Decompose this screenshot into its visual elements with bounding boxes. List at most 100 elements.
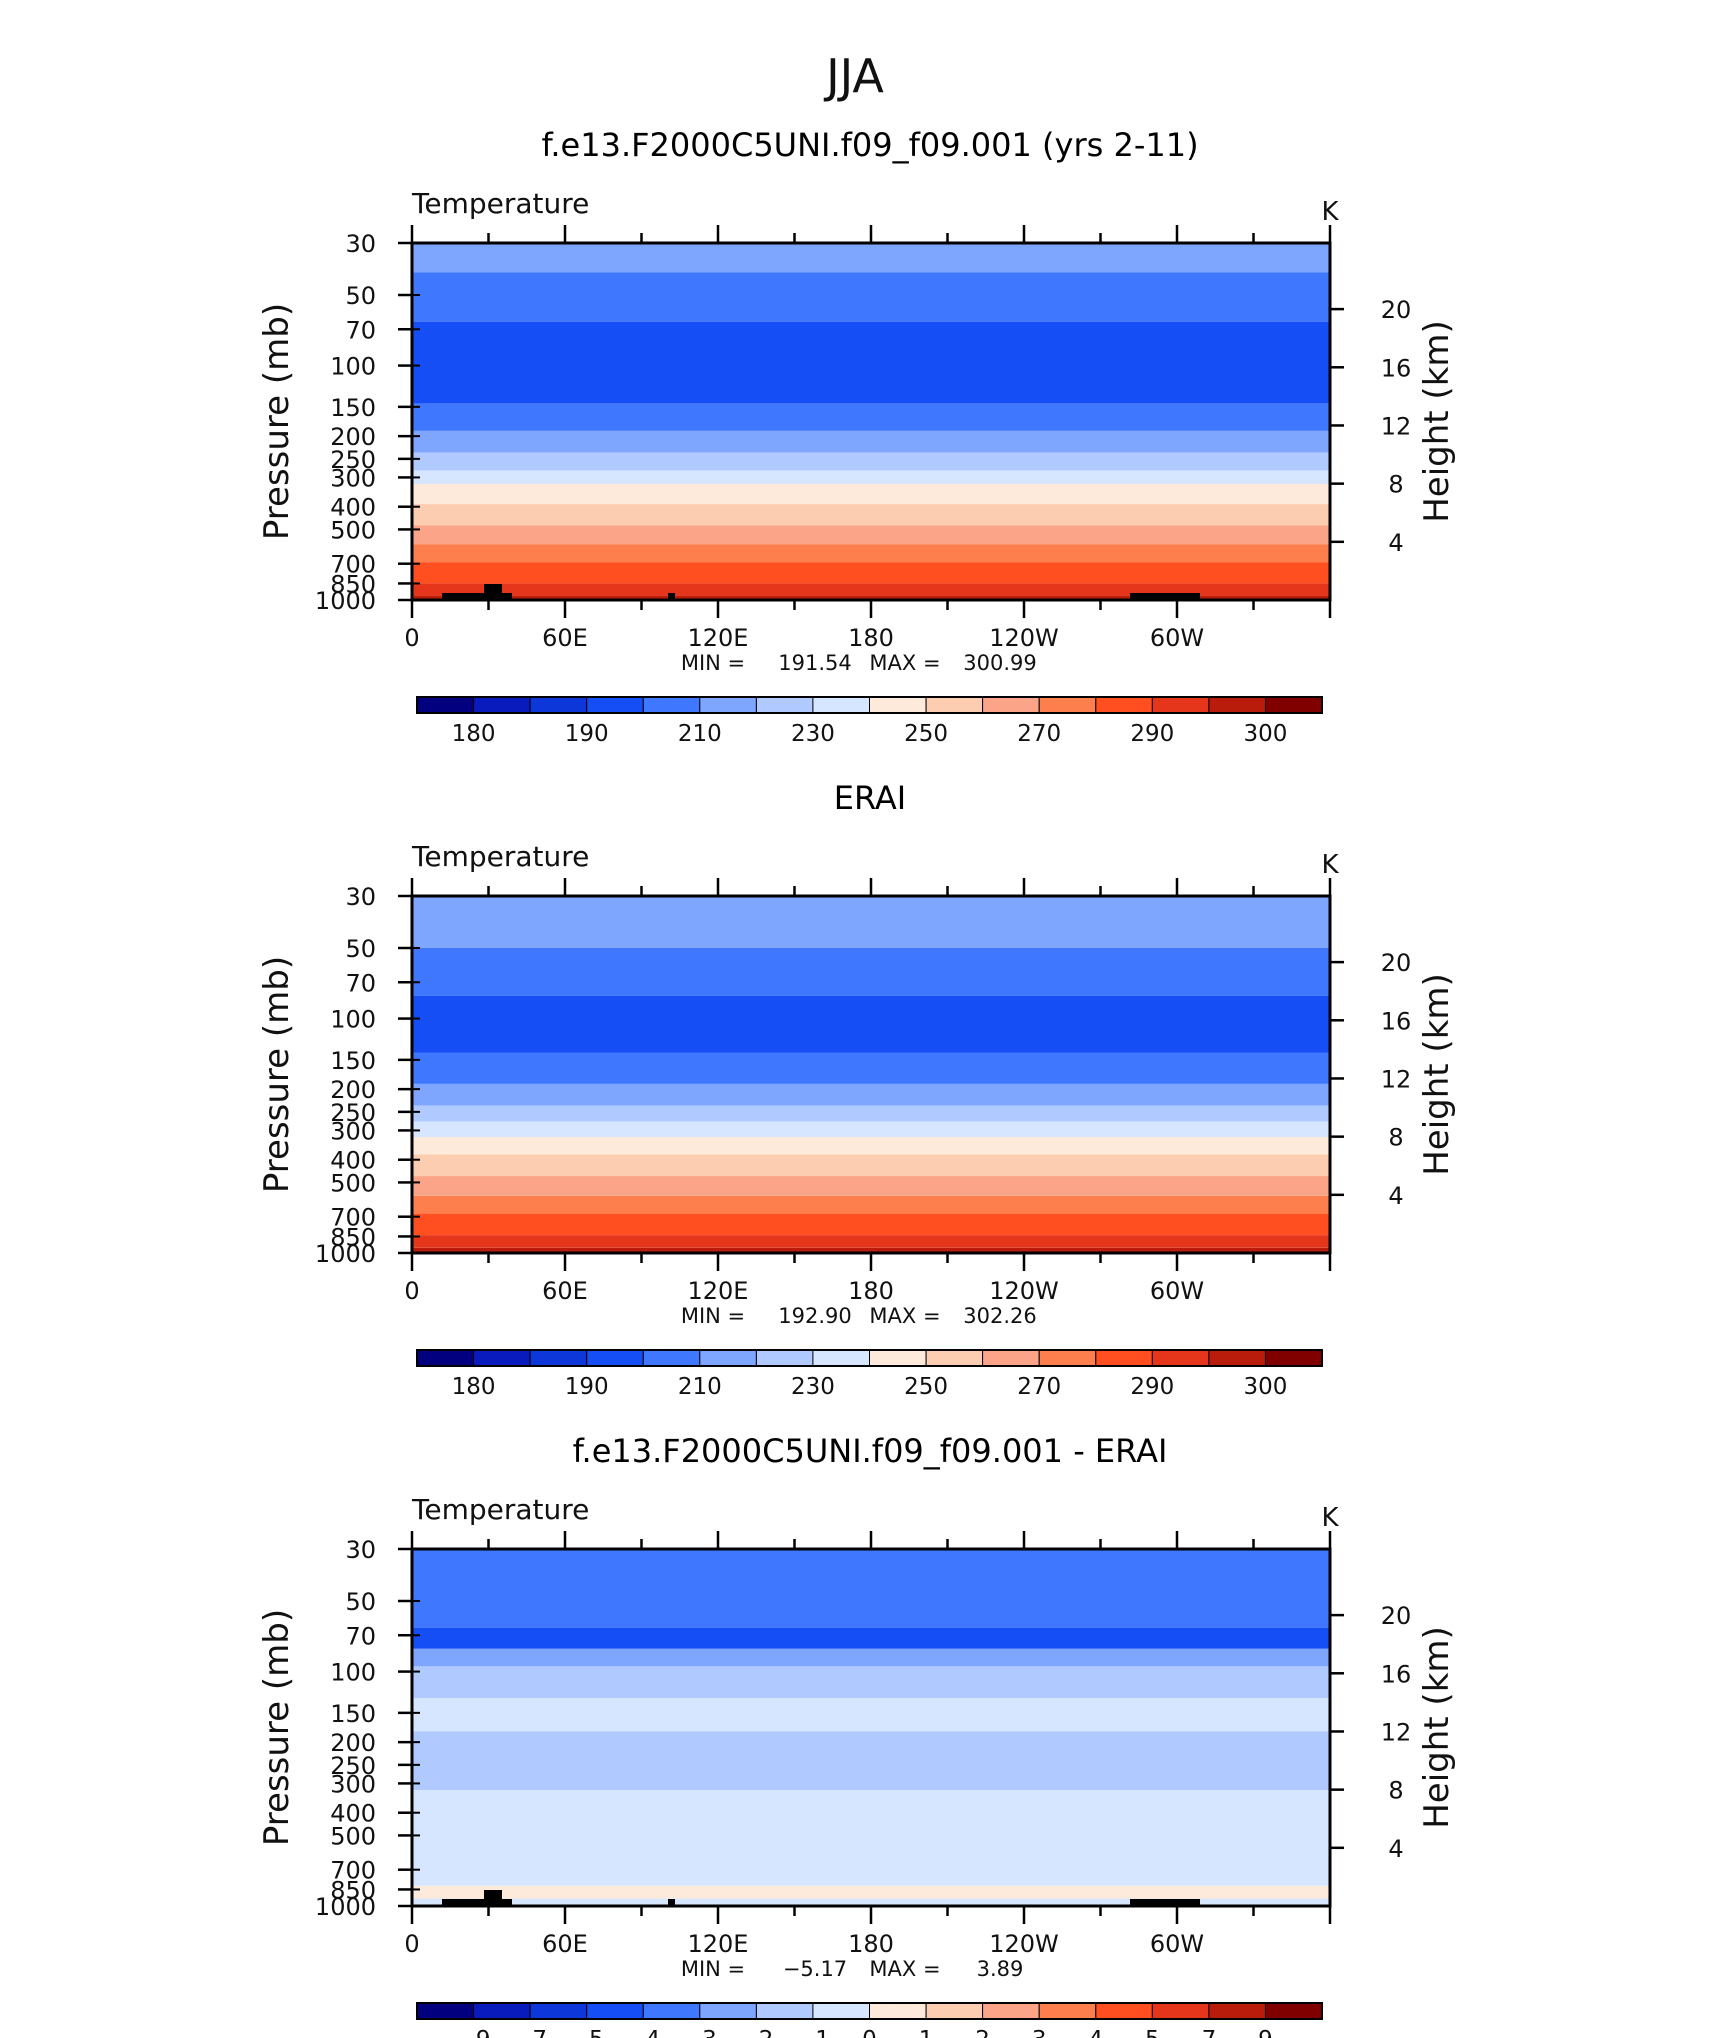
y-tick-label: 200 [330, 1076, 376, 1104]
y-tick-label: 30 [345, 230, 376, 258]
colorbar-swatch [925, 2002, 984, 2020]
chart-panel-2: ERAI Temperature K 0 60E 120E 180 120W 60W 30 50 70… [257, 779, 1457, 1400]
y-tick-label: 850 [330, 570, 376, 598]
x-tick-label: 120W [989, 1277, 1059, 1305]
topography-mask [484, 584, 502, 600]
topography-mask [1130, 1899, 1200, 1906]
colorbar-label: 180 [452, 721, 496, 747]
y-tick-label: 30 [345, 1536, 376, 1564]
topography-mask [668, 593, 675, 600]
y-right-tick-label: 8 [1388, 471, 1403, 499]
contour-band [412, 1549, 1330, 1628]
colorbar-label: 230 [791, 721, 835, 747]
colorbar-swatch [1264, 2002, 1323, 2020]
variable-label: Temperature [411, 840, 589, 873]
y-tick-label: 50 [345, 1588, 376, 1616]
colorbar-frame [416, 1349, 1323, 1367]
colorbar-swatch [586, 1349, 644, 1367]
colorbar-swatch [586, 2002, 644, 2020]
contour-band [412, 1698, 1330, 1732]
colorbar-swatch [982, 2002, 1040, 2020]
chart-panel-3: f.e13.F2000C5UNI.f09_f09.001 - ERAI Tempe… [257, 1432, 1457, 2038]
colorbar-label: −7 [513, 2027, 547, 2038]
contour-band [412, 1247, 1330, 1253]
y-right-tick-label: 8 [1388, 1124, 1403, 1152]
colorbar-swatch [699, 696, 757, 714]
contour-band [412, 1105, 1330, 1122]
y-tick-label: 250 [330, 1099, 376, 1127]
topography-mask [668, 1899, 675, 1906]
max-value: 300.99 [963, 651, 1036, 675]
y-tick-label: 300 [330, 464, 376, 492]
colorbar-swatch [1038, 696, 1097, 714]
y-axis-right-title: Height (km) [1417, 973, 1457, 1176]
colorbar-frame [416, 2002, 1323, 2020]
y-tick-label: 400 [330, 494, 376, 522]
y-tick-label: 1000 [315, 1240, 376, 1268]
colorbar-swatch [416, 696, 475, 714]
contour-band [412, 1648, 1330, 1667]
y-tick-label: 100 [330, 1006, 376, 1034]
contour-band [412, 1137, 1330, 1155]
x-tick-label: 180 [848, 1930, 894, 1958]
chart-title: ERAI [834, 779, 906, 817]
y-axis-title: Pressure (mb) [257, 956, 297, 1193]
colorbar-label: −3 [683, 2027, 717, 2038]
y-tick-label: 200 [330, 1729, 376, 1757]
colorbar-swatch [1264, 696, 1323, 714]
y-tick-label: 100 [330, 353, 376, 381]
contour-band [412, 452, 1330, 471]
min-value: 192.90 [778, 1304, 851, 1328]
contour-band [412, 504, 1330, 526]
colorbar-swatch [529, 696, 588, 714]
colorbar-swatch [1151, 696, 1210, 714]
colorbar-label: −4 [626, 2027, 660, 2038]
x-tick-label: 60W [1150, 1930, 1204, 1958]
min-label: MIN = [681, 1304, 745, 1328]
x-tick-label: 0 [404, 624, 419, 652]
y-tick-label: 200 [330, 423, 376, 451]
topography-mask [442, 593, 512, 600]
max-label: MAX = [869, 651, 940, 675]
y-tick-label: 300 [330, 1117, 376, 1145]
x-tick-label: 0 [404, 1930, 419, 1958]
y-axis-right-title: Height (km) [1417, 1626, 1457, 1829]
max-label: MAX = [869, 1304, 940, 1328]
colorbar-label: 4 [1088, 2027, 1103, 2038]
units-label: K [1321, 1503, 1339, 1533]
y-right-tick-label: 4 [1388, 1182, 1403, 1210]
y-right-tick-label: 16 [1381, 1007, 1412, 1035]
colorbar-label: 9 [1258, 2027, 1273, 2038]
contour-band [412, 525, 1330, 545]
y-tick-label: 850 [330, 1876, 376, 1904]
colorbar-swatch [642, 696, 701, 714]
colorbar-swatch [699, 1349, 757, 1367]
colorbar-swatch [869, 2002, 927, 2020]
colorbar-label: 300 [1243, 1374, 1287, 1400]
colorbar-swatch [416, 1349, 475, 1367]
contour-band [412, 272, 1330, 322]
colorbar-label: 290 [1130, 1374, 1174, 1400]
variable-label: Temperature [411, 187, 589, 220]
chart-title: f.e13.F2000C5UNI.f09_f09.001 - ERAI [573, 1432, 1168, 1470]
min-label: MIN = [681, 1957, 745, 1981]
y-tick-label: 70 [345, 1622, 376, 1650]
y-tick-label: 50 [345, 935, 376, 963]
y-right-tick-label: 16 [1381, 354, 1412, 382]
x-tick-label: 120E [688, 1930, 749, 1958]
y-tick-label: 150 [330, 1700, 376, 1728]
contour-band [412, 562, 1330, 584]
colorbar-swatch [755, 1349, 814, 1367]
colorbar-label: 210 [678, 721, 722, 747]
x-tick-label: 60E [542, 624, 588, 652]
contour-band [412, 1731, 1330, 1790]
contour-band [412, 1898, 1330, 1906]
colorbar-swatch [1208, 1349, 1267, 1367]
x-tick-label: 60W [1150, 1277, 1204, 1305]
colorbar-swatch [812, 696, 871, 714]
contour-band [412, 1052, 1330, 1084]
y-tick-label: 70 [345, 316, 376, 344]
contour-band [412, 1790, 1330, 1886]
chart-title: f.e13.F2000C5UNI.f09_f09.001 (yrs 2-11) [541, 126, 1198, 164]
y-tick-label: 250 [330, 1752, 376, 1780]
